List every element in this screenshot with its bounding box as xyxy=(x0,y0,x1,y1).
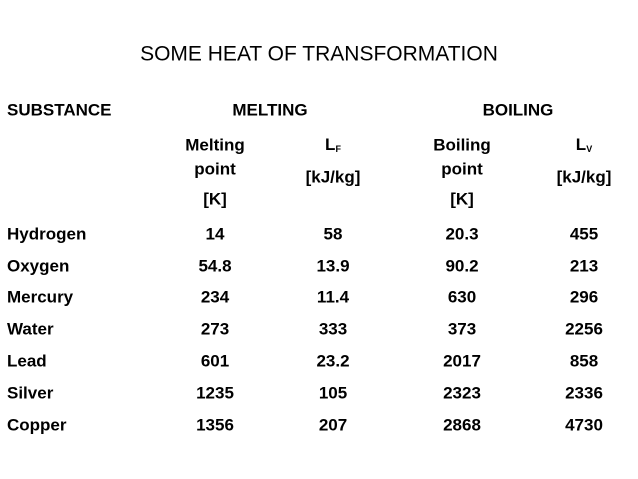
symbol-subscript: V xyxy=(586,144,592,154)
table-cell: 2323 xyxy=(443,383,481,402)
column-symbol: LF xyxy=(325,135,341,154)
table-cell: 373 xyxy=(448,319,476,338)
column-unit: [kJ/kg] xyxy=(306,167,361,186)
symbol: L xyxy=(325,135,335,154)
table-cell: 58 xyxy=(324,224,343,243)
substance-name: Oxygen xyxy=(7,256,69,275)
substance-name: Mercury xyxy=(7,287,74,306)
substance-name: Lead xyxy=(7,351,47,370)
table-cell: 207 xyxy=(319,415,347,434)
table-cell: 20.3 xyxy=(445,224,478,243)
table-cell: 234 xyxy=(201,287,230,306)
table-cell: 2017 xyxy=(443,351,481,370)
table-cell: 601 xyxy=(201,351,229,370)
substance-name: Silver xyxy=(7,383,54,402)
table-cell: 90.2 xyxy=(445,256,478,275)
melting-header: MELTING xyxy=(232,100,307,119)
column-unit: [kJ/kg] xyxy=(557,167,612,186)
table-cell: 11.4 xyxy=(317,287,350,306)
symbol: L xyxy=(576,135,586,154)
table-cell: 273 xyxy=(201,319,229,338)
table-cell: 105 xyxy=(319,383,347,402)
substance-header: SUBSTANCE xyxy=(7,100,112,119)
column-header-line: point xyxy=(441,159,483,178)
table-cell: 2868 xyxy=(443,415,481,434)
table-cell: 296 xyxy=(570,287,598,306)
table-cell: 455 xyxy=(570,224,598,243)
table-cell: 2336 xyxy=(565,383,603,402)
column-header-line: Boiling xyxy=(433,135,491,154)
table-cell: 13.9 xyxy=(316,256,349,275)
column-header-line: [K] xyxy=(203,189,227,208)
column-header-line: [K] xyxy=(450,189,474,208)
table-cell: 4730 xyxy=(565,415,603,434)
table-cell: 14 xyxy=(206,224,225,243)
table-cell: 23.2 xyxy=(316,351,349,370)
table-cell: 1356 xyxy=(196,415,234,434)
table-cell: 1235 xyxy=(196,383,234,402)
title: SOME HEAT OF TRANSFORMATION xyxy=(140,43,498,66)
column-symbol: LV xyxy=(576,135,592,154)
table-cell: 213 xyxy=(570,256,598,275)
table-cell: 858 xyxy=(570,351,598,370)
symbol-subscript: F xyxy=(335,144,341,154)
table-cell: 2256 xyxy=(565,319,603,338)
column-header-line: point xyxy=(194,159,236,178)
table-cell: 333 xyxy=(319,319,347,338)
substance-name: Hydrogen xyxy=(7,224,86,243)
column-header-line: Melting xyxy=(185,135,245,154)
boiling-header: BOILING xyxy=(483,100,554,119)
substance-name: Copper xyxy=(7,415,67,434)
table-cell: 54.8 xyxy=(198,256,231,275)
substance-name: Water xyxy=(7,319,54,338)
table-cell: 630 xyxy=(448,287,476,306)
